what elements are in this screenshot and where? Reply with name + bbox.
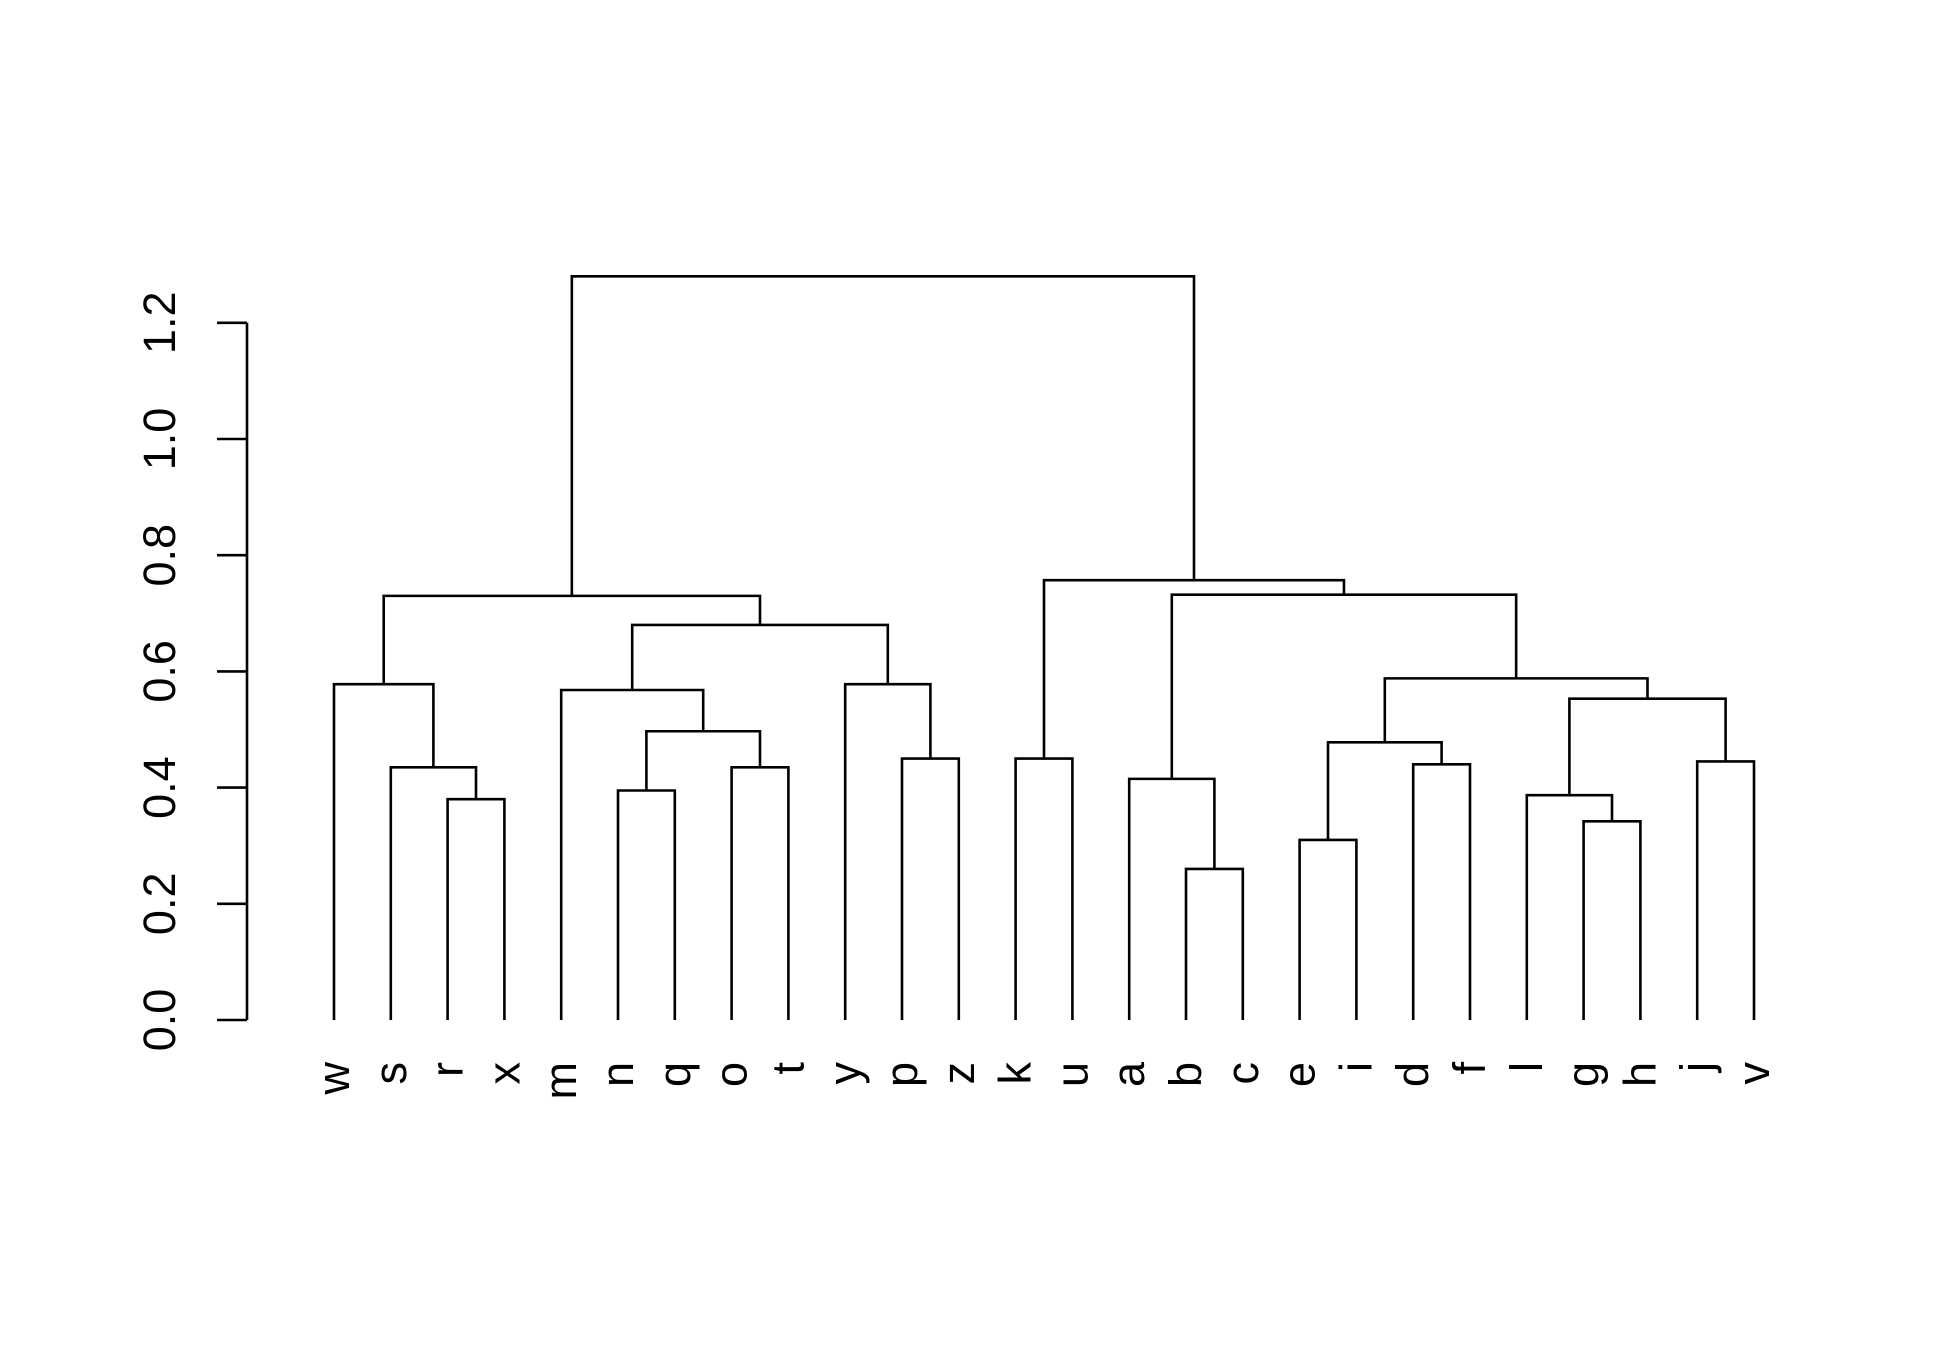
merge-link-4 bbox=[616, 789, 677, 1020]
dendrogram-links bbox=[332, 275, 1756, 1020]
leaf-label-w: w bbox=[308, 1062, 359, 1096]
leaf-label-u: u bbox=[1046, 1062, 1097, 1087]
leaf-label-x: x bbox=[478, 1062, 529, 1085]
leaf-label-b: b bbox=[1160, 1062, 1211, 1087]
merge-link-1 bbox=[446, 797, 506, 1020]
merge-link-2 bbox=[389, 765, 478, 1020]
merge-link-17 bbox=[1326, 740, 1443, 840]
merge-link-21 bbox=[1568, 697, 1727, 796]
y-tick-label: 0.4 bbox=[134, 756, 185, 819]
merge-link-16 bbox=[1411, 763, 1472, 1020]
merge-link-14 bbox=[1127, 777, 1216, 1020]
leaf-label-q: q bbox=[649, 1062, 700, 1087]
merge-link-15 bbox=[1298, 838, 1358, 1020]
leaf-label-p: p bbox=[876, 1062, 927, 1087]
leaf-label-y: y bbox=[819, 1062, 870, 1085]
y-tick-label: 0.0 bbox=[134, 989, 185, 1052]
merge-link-9 bbox=[843, 682, 932, 1020]
leaf-label-a: a bbox=[1103, 1061, 1154, 1087]
leaf-label-z: z bbox=[933, 1062, 984, 1085]
y-tick-label: 1.2 bbox=[134, 292, 185, 355]
merge-link-23 bbox=[1170, 593, 1518, 779]
y-tick-label: 1.0 bbox=[134, 408, 185, 471]
merge-link-10 bbox=[630, 623, 890, 690]
merge-link-12 bbox=[1014, 757, 1074, 1020]
merge-link-7 bbox=[559, 688, 705, 1020]
leaf-label-j: j bbox=[1671, 1062, 1722, 1074]
merge-link-20 bbox=[1695, 760, 1756, 1020]
merge-link-8 bbox=[900, 757, 961, 1020]
leaf-label-g: g bbox=[1558, 1062, 1609, 1087]
merge-link-13 bbox=[1184, 867, 1245, 1020]
leaf-label-r: r bbox=[422, 1062, 473, 1077]
leaf-label-m: m bbox=[535, 1062, 586, 1100]
merge-link-25 bbox=[570, 275, 1196, 596]
y-tick-label: 0.6 bbox=[134, 640, 185, 703]
leaf-label-t: t bbox=[762, 1062, 813, 1075]
leaf-label-f: f bbox=[1444, 1062, 1495, 1075]
merge-link-11 bbox=[382, 594, 762, 685]
y-tick-label: 0.8 bbox=[134, 524, 185, 587]
y-axis: 0.0 0.2 0.4 0.6 0.8 1.0 1.2 bbox=[134, 292, 249, 1052]
leaf-label-d: d bbox=[1387, 1062, 1438, 1087]
leaf-label-c: c bbox=[1217, 1062, 1268, 1085]
leaf-label-v: v bbox=[1728, 1062, 1779, 1085]
leaf-label-i: i bbox=[1330, 1062, 1381, 1072]
leaf-label-k: k bbox=[990, 1062, 1041, 1085]
merge-link-19 bbox=[1525, 793, 1614, 1020]
leaf-label-o: o bbox=[706, 1062, 757, 1087]
merge-link-5 bbox=[730, 765, 790, 1020]
merge-link-18 bbox=[1582, 819, 1642, 1020]
merge-link-24 bbox=[1042, 578, 1346, 759]
leaf-label-l: l bbox=[1501, 1062, 1552, 1072]
merge-link-6 bbox=[645, 729, 762, 791]
leaf-label-e: e bbox=[1274, 1062, 1325, 1087]
leaf-label-n: n bbox=[592, 1062, 643, 1087]
leaf-label-h: h bbox=[1614, 1062, 1665, 1087]
merge-link-22 bbox=[1383, 677, 1649, 743]
merge-link-3 bbox=[332, 682, 435, 1020]
y-tick-label: 0.2 bbox=[134, 873, 185, 936]
leaf-label-s: s bbox=[365, 1062, 416, 1085]
